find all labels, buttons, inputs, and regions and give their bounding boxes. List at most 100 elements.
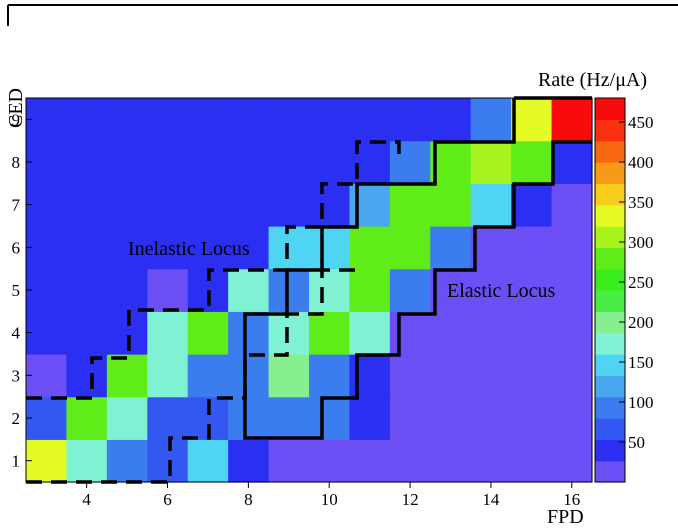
heatmap-cell (26, 183, 68, 227)
x-tick-label: 6 (163, 490, 172, 509)
heatmap-cell (26, 268, 68, 312)
heatmap-cell (268, 140, 310, 184)
heatmap-cell (147, 98, 189, 142)
heatmap-cell (228, 98, 270, 142)
heatmap-cell (511, 354, 553, 398)
heatmap-cell (470, 311, 512, 355)
heatmap-cell (389, 439, 431, 483)
heatmap-cell (430, 311, 472, 355)
colorbar-segment (595, 354, 625, 376)
colorbar-segment (595, 396, 625, 419)
heatmap-cell (470, 98, 512, 142)
heatmap-cell (309, 268, 351, 312)
heatmap-cell (349, 268, 391, 312)
heatmap-cell (268, 439, 310, 483)
heatmap-cell (106, 268, 148, 312)
heatmap-cell (511, 439, 553, 483)
heatmap-cell (430, 439, 472, 483)
heatmap-cell (309, 311, 351, 355)
heatmap-cell (66, 140, 108, 184)
colorbar-segment (595, 418, 625, 440)
colorbar-tick-label: 50 (628, 433, 645, 452)
heatmap-cell (389, 140, 431, 184)
heatmap-cell (551, 311, 593, 355)
colorbar-segment (595, 204, 625, 227)
heatmap-cell (470, 439, 512, 483)
y-tick-label: 7 (12, 196, 21, 215)
heatmap-cell (26, 396, 68, 440)
heatmap-cell (147, 268, 189, 312)
colorbar-segment (595, 98, 625, 120)
x-tick-label: 4 (82, 490, 91, 509)
colorbar-segment (595, 460, 625, 483)
heatmap-cell (66, 226, 108, 270)
heatmap-cell (349, 396, 391, 440)
heatmap-cell (187, 439, 229, 483)
heatmap-cell (551, 183, 593, 227)
colorbar-title: Rate (Hz/μA) (538, 69, 647, 91)
heatmap-cell (511, 268, 553, 312)
heatmap-cell (349, 98, 391, 142)
heatmap-cell (511, 183, 553, 227)
heatmap-cell (26, 354, 68, 398)
heatmap-cell (187, 354, 229, 398)
heatmap-cell (268, 98, 310, 142)
heatmap-cell (430, 140, 472, 184)
colorbar-segment (595, 162, 625, 184)
colorbar-segment (595, 140, 625, 163)
heatmap-cell (349, 226, 391, 270)
heatmap-cell (26, 226, 68, 270)
annotation-inelastic-locus: Inelastic Locus (128, 238, 250, 260)
heatmap-cell (66, 439, 108, 483)
heatmap-cell (26, 140, 68, 184)
colorbar-frame (594, 97, 626, 483)
heatmap-cell (106, 439, 148, 483)
heatmap-cell (511, 98, 553, 142)
heatmap-cell (187, 311, 229, 355)
heatmap-cell (309, 98, 351, 142)
colorbar-segment (595, 268, 625, 291)
heatmap-cell (66, 311, 108, 355)
heatmap-cell (511, 396, 553, 440)
colorbar-tick-label: 100 (628, 393, 654, 412)
x-tick-label: 10 (321, 490, 338, 509)
heatmap-cell (268, 396, 310, 440)
heatmap-cell (228, 396, 270, 440)
y-tick-label: 1 (12, 452, 21, 471)
heatmap-cell (511, 226, 553, 270)
heatmap-cell (470, 268, 512, 312)
heatmap-cell (187, 183, 229, 227)
annotation-elastic-locus: Elastic Locus (447, 280, 556, 302)
colorbar (594, 97, 626, 483)
colorbar-tick-label: 350 (628, 193, 654, 212)
heatmap-cell (228, 183, 270, 227)
heatmap-cell (66, 183, 108, 227)
x-tick-label: 12 (402, 490, 419, 509)
colorbar-tick-label: 450 (628, 113, 654, 132)
heatmap-cell (147, 439, 189, 483)
x-axis-label: FPD (547, 506, 584, 527)
heatmap-cell (26, 311, 68, 355)
colorbar-segment (595, 311, 625, 334)
elastic-locus-outline-lower (243, 140, 592, 440)
heatmap-cell (309, 354, 351, 398)
heatmap-cell (551, 354, 593, 398)
y-tick-label: 3 (12, 366, 21, 385)
heatmap-cell (268, 311, 310, 355)
heatmap-cell (268, 354, 310, 398)
heatmap-cell (511, 311, 553, 355)
colorbar-segment (595, 183, 625, 206)
x-tick-label: 14 (482, 490, 500, 509)
heatmap-cell (187, 140, 229, 184)
heatmap-cell (26, 439, 68, 483)
heatmap-cell (389, 354, 431, 398)
colorbar-segment (595, 226, 625, 248)
x-tick-label: 8 (244, 490, 253, 509)
heatmap-cell (551, 226, 593, 270)
inelastic-locus-outline-lower (26, 268, 357, 484)
heatmap-cell (228, 439, 270, 483)
heatmap-cell (147, 183, 189, 227)
heatmap-cell (430, 396, 472, 440)
y-tick-label: 2 (12, 409, 21, 428)
